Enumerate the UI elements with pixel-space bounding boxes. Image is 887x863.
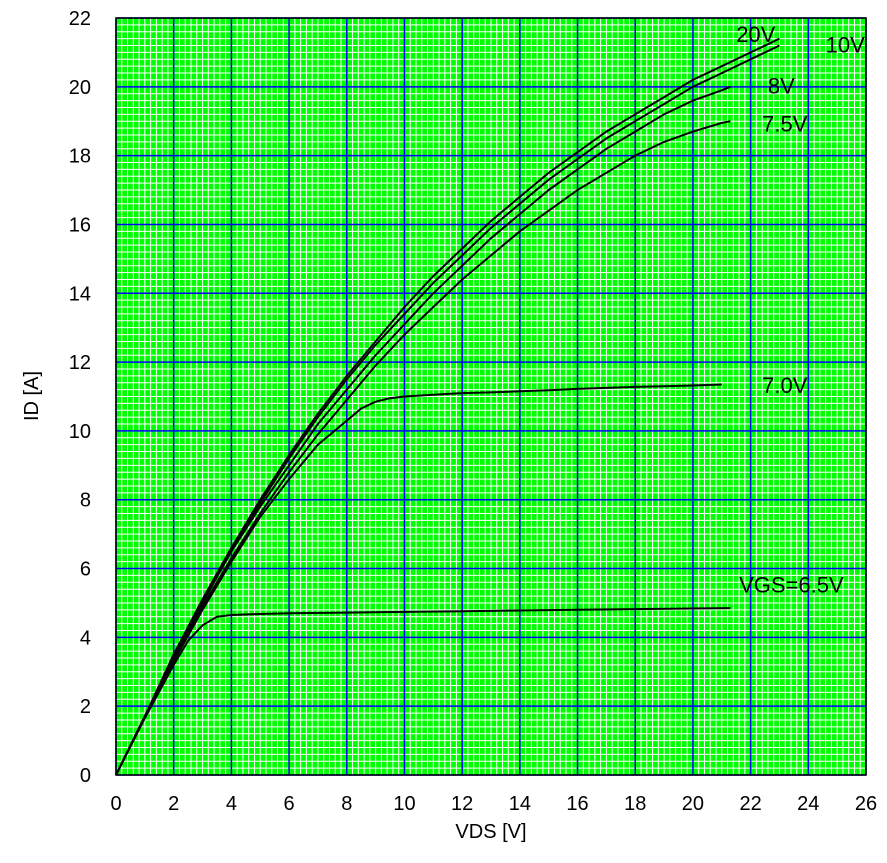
y-axis-title: ID [A] <box>21 371 43 421</box>
x-tick-label: 18 <box>624 793 646 815</box>
y-tick-labels: 0 2 4 6 8 10 12 14 16 18 20 22 <box>69 8 91 787</box>
series-line <box>115 85 731 776</box>
x-tick-label: 26 <box>855 793 877 815</box>
series-layer <box>115 37 780 776</box>
y-tick-label: 16 <box>69 214 91 236</box>
series-line <box>115 44 780 776</box>
y-tick-label: 22 <box>69 8 91 30</box>
y-tick-label: 10 <box>69 421 91 443</box>
x-tick-label: 0 <box>110 793 121 815</box>
x-tick-label: 14 <box>509 793 531 815</box>
x-tick-label: 10 <box>393 793 415 815</box>
x-tick-label: 24 <box>797 793 819 815</box>
minor-grid <box>116 18 866 775</box>
y-tick-label: 20 <box>69 77 91 99</box>
y-tick-label: 18 <box>69 146 91 168</box>
x-tick-label: 2 <box>168 793 179 815</box>
series-label: VGS=6.5V <box>739 573 844 598</box>
y-tick-label: 14 <box>69 283 91 305</box>
x-tick-label: 8 <box>341 793 352 815</box>
y-tick-label: 2 <box>80 696 91 718</box>
x-tick-label: 6 <box>284 793 295 815</box>
curve-labels: 20V 10V 8V 7.5V 7.0V VGS=6.5V <box>736 22 865 598</box>
series-label: 10V <box>826 32 865 57</box>
series-line <box>115 383 722 776</box>
series-line <box>115 607 731 776</box>
x-tick-labels: 0 2 4 6 8 10 12 14 16 18 20 22 24 26 <box>110 793 877 815</box>
x-tick-label: 20 <box>682 793 704 815</box>
x-axis-title: VDS [V] <box>455 821 526 843</box>
y-tick-label: 0 <box>80 765 91 787</box>
plot-frame <box>115 17 867 776</box>
y-tick-label: 6 <box>80 559 91 581</box>
x-tick-label: 16 <box>566 793 588 815</box>
series-label: 8V <box>768 74 795 99</box>
x-tick-label: 12 <box>451 793 473 815</box>
y-tick-label: 4 <box>80 627 91 649</box>
series-label: 7.0V <box>762 373 808 398</box>
x-tick-label: 22 <box>739 793 761 815</box>
series-label: 7.5V <box>762 112 808 137</box>
x-tick-label: 4 <box>226 793 237 815</box>
y-tick-label: 12 <box>69 352 91 374</box>
series-label: 20V <box>736 22 775 47</box>
y-tick-label: 8 <box>80 490 91 512</box>
series-line <box>115 120 731 776</box>
